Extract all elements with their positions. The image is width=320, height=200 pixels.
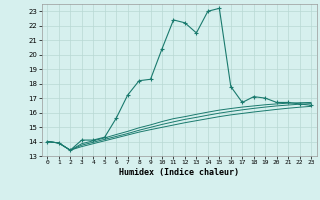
X-axis label: Humidex (Indice chaleur): Humidex (Indice chaleur) — [119, 168, 239, 177]
